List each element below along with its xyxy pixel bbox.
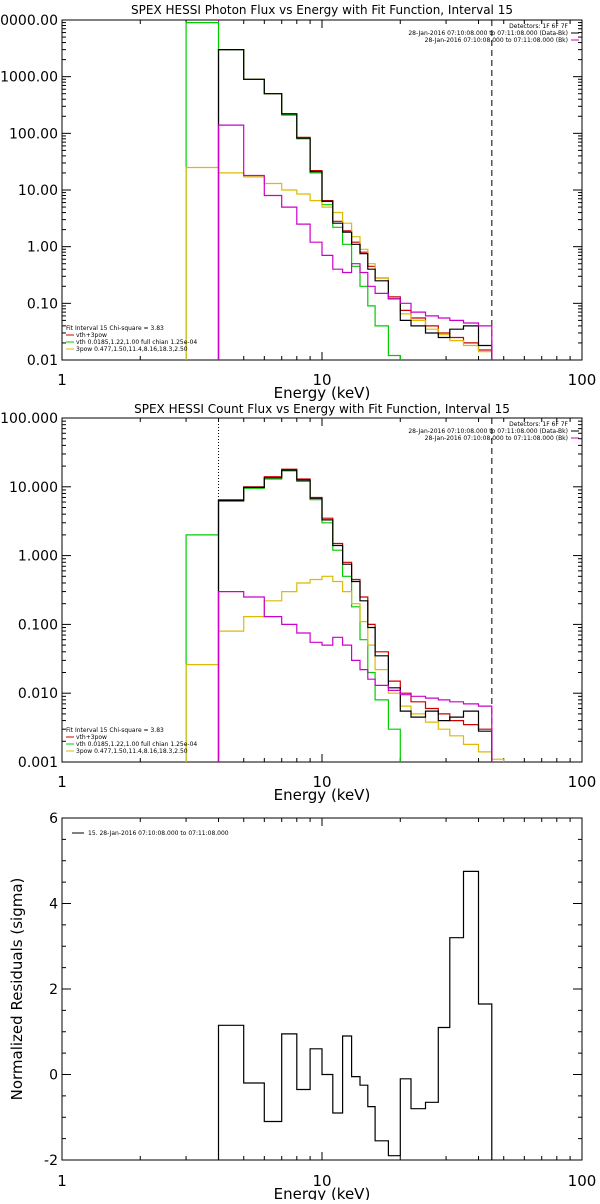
series-line-2: [185, 470, 401, 762]
fit-info-text: vth+3pow: [76, 332, 107, 339]
chart-title: SPEX HESSI Photon Flux vs Energy with Fi…: [131, 3, 513, 17]
y-tick-label: 1.000: [18, 549, 58, 565]
y-tick-label: 0.100: [18, 617, 58, 633]
info-text: Detectors: 1F 6F 7F: [509, 421, 568, 428]
plot-frame: [61, 417, 583, 763]
x-axis-label: Energy (keV): [274, 786, 371, 804]
y-tick-label: 0.001: [18, 755, 58, 771]
y-tick-label: -2: [44, 1153, 58, 1169]
x-tick-label: 100: [568, 371, 597, 389]
series-line-5: [217, 591, 493, 762]
x-tick-label: 10: [312, 1172, 331, 1190]
series-line-3: [185, 166, 493, 360]
y-tick-label: 0.01: [27, 353, 58, 369]
y-axis-label: Normalized Residuals (sigma): [8, 878, 26, 1101]
y-tick-label: 2: [49, 982, 58, 998]
series-line-4: [217, 469, 493, 762]
series-line-4: [217, 49, 493, 360]
chart-panel-2: SPEX HESSI Count Flux vs Energy with Fit…: [0, 402, 596, 804]
x-tick-label: 1: [57, 1172, 67, 1190]
y-tick-label: 0.10: [27, 296, 58, 312]
fit-info-text: Fit Interval 15 Chi-square = 3.83: [66, 325, 164, 332]
y-tick-label: 100.00: [9, 126, 58, 142]
x-tick-label: 1: [57, 371, 67, 389]
chart-panel-3: 1 10 100 -2 0 2 4 6 Energy (keV) Normalized Resid…: [8, 811, 597, 1203]
y-tick-label: 10000.00: [0, 13, 58, 29]
x-axis-label: Energy (keV): [274, 1185, 371, 1200]
x-axis-label: Energy (keV): [274, 384, 371, 402]
x-tick-label: 100: [568, 1172, 597, 1190]
y-tick-label: 10.000: [9, 480, 58, 496]
y-tick-label: 6: [49, 811, 58, 827]
y-tick-label: 0.010: [18, 686, 58, 702]
y-tick-label: 1000.00: [0, 70, 58, 86]
fit-info-text: 3pow 0.477,1.50,11.4,8.16,18.3,2.50: [76, 748, 188, 755]
x-tick-label: 10: [312, 773, 331, 791]
series-line-1: [217, 870, 493, 1160]
x-tick-label: 10: [312, 371, 331, 389]
series-line-1: [217, 468, 493, 762]
fit-info-text: Fit Interval 15 Chi-square = 3.83: [66, 727, 164, 734]
info-text: Detectors: 1F 6F 7F: [509, 23, 568, 30]
info-text: 28-Jan-2016 07:10:08.000 to 07:11:08.000…: [408, 428, 568, 435]
y-tick-label: 0: [49, 1068, 58, 1084]
x-tick-label: 1: [57, 773, 67, 791]
fit-info-text: vth+3pow: [76, 734, 107, 741]
y-tick-label: 4: [49, 897, 58, 913]
chart-title: SPEX HESSI Count Flux vs Energy with Fit…: [134, 402, 510, 416]
series-line-3: [185, 575, 505, 762]
plot-frame: [61, 817, 583, 1161]
legend-text: 15. 28-Jan-2016 07:10:08.000 to 07:11:08…: [88, 830, 229, 837]
fit-info-text: 3pow 0.477,1.50,11.4,8.16,18.3,2.50: [76, 346, 188, 353]
info-text: 28-Jan-2016 07:10:08.000 to 07:11:08.000…: [425, 435, 568, 442]
y-tick-label: 10.00: [18, 183, 58, 199]
series-line-5: [217, 124, 493, 360]
fit-info-text: vth 0.0185,1.22,1.00 full chian 1.25e-04: [76, 741, 197, 748]
info-text: 28-Jan-2016 07:10:08.000 to 07:11:08.000…: [408, 30, 568, 37]
chart-panel-1: SPEX HESSI Photon Flux vs Energy with Fi…: [0, 3, 596, 402]
info-text: 28-Jan-2016 07:10:08.000 to 07:11:08.000…: [425, 37, 568, 44]
y-tick-label: 1.00: [27, 240, 58, 256]
series-line-1: [217, 49, 493, 360]
x-tick-label: 100: [568, 773, 597, 791]
y-tick-label: 100.000: [0, 411, 58, 427]
fit-info-text: vth 0.0185,1.22,1.00 full chian 1.25e-04: [76, 339, 197, 346]
